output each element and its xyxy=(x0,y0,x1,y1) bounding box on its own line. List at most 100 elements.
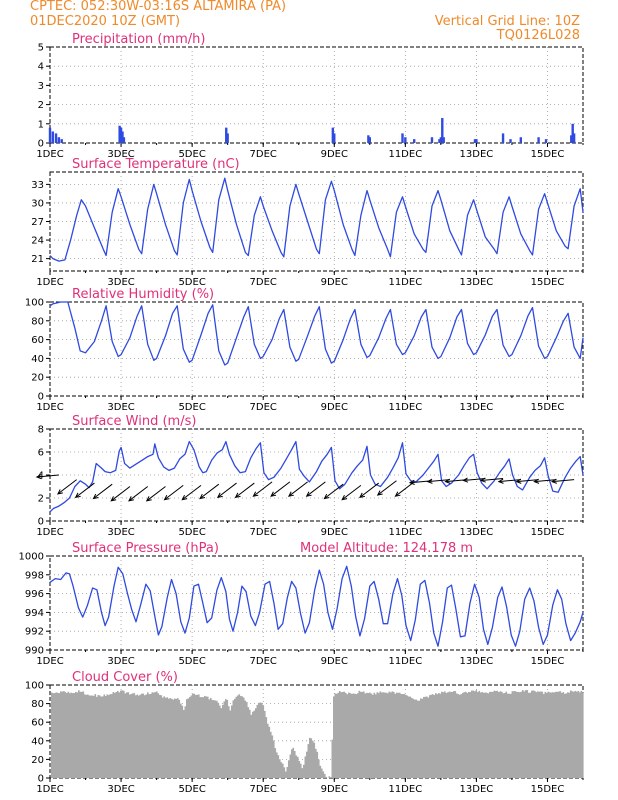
cloud-bar xyxy=(100,696,103,778)
cloud-bar xyxy=(166,697,169,778)
cloud-bar xyxy=(460,694,463,778)
cloud-bar xyxy=(87,694,89,778)
cloud-bar xyxy=(534,690,536,778)
cloud-bar xyxy=(577,691,580,778)
cloud-bar xyxy=(109,694,112,778)
humidity-title: Relative Humidity (%) xyxy=(72,287,214,302)
wind-vector-head xyxy=(394,491,401,497)
cloud-bar xyxy=(358,690,361,778)
cloud-bar xyxy=(178,699,181,778)
cloud-bar xyxy=(469,692,472,778)
cloud-bar xyxy=(264,710,266,778)
cloud-bar xyxy=(280,762,283,778)
cloud-bar xyxy=(339,691,341,778)
cloud-bar xyxy=(79,691,82,778)
cloud-bar xyxy=(475,690,478,778)
humidity-ytick-label: 80 xyxy=(31,316,44,327)
wind-vector xyxy=(270,481,291,497)
cloud-bar xyxy=(571,691,574,778)
cloud-bar xyxy=(390,692,392,778)
cloud-bar xyxy=(106,694,109,778)
humidity-xtick-label: 3DEC xyxy=(107,402,134,413)
cloud-bar xyxy=(289,754,292,778)
precip-bar xyxy=(501,133,505,143)
cloud-xtick-label: 7DEC xyxy=(250,784,277,795)
cloud-bar xyxy=(414,699,416,778)
precip-bar xyxy=(439,137,443,143)
precip-ytick-label: 1 xyxy=(38,119,44,130)
temperature-line xyxy=(49,177,584,262)
cloud-bar xyxy=(142,693,145,778)
cloud-bar xyxy=(556,691,559,778)
cloud-bar xyxy=(279,759,281,778)
pressure-ytick-label: 992 xyxy=(25,627,44,638)
precip-bar xyxy=(537,137,540,143)
wind-vector xyxy=(253,481,273,497)
cloud-bar xyxy=(514,691,517,778)
cloud-bar xyxy=(297,756,299,778)
cloud-bar xyxy=(372,694,374,778)
cloud-bar xyxy=(402,694,404,778)
cloud-bar xyxy=(513,691,515,778)
wind-vector-head xyxy=(252,491,259,497)
cloud-ytick-label: 100 xyxy=(25,681,44,692)
cloud-bar xyxy=(568,692,571,778)
cloud-bar xyxy=(567,692,569,778)
cloud-bar xyxy=(81,691,83,778)
cloud-bar xyxy=(307,744,310,778)
cloud-bar xyxy=(180,703,182,778)
cloud-bar xyxy=(411,697,413,778)
cloud-bar xyxy=(225,699,227,778)
cloud-bar xyxy=(348,692,350,778)
cloud-bar xyxy=(154,692,157,778)
cloud-bar xyxy=(303,764,305,778)
cloud-bar xyxy=(223,701,226,778)
cloud-bar xyxy=(555,691,557,778)
cloud-bar xyxy=(94,694,97,778)
cloud-bar xyxy=(405,694,407,778)
cloud-bar xyxy=(337,692,340,778)
cloud-bar xyxy=(445,692,448,778)
cloud-bar xyxy=(136,694,139,778)
cloud-bar xyxy=(517,691,520,778)
cloud-bar xyxy=(366,692,368,778)
cloud-bar xyxy=(202,697,205,778)
cloud-bar xyxy=(378,693,380,778)
cloud-bar xyxy=(157,693,160,778)
cloud-bar xyxy=(285,771,287,778)
cloud-bar xyxy=(268,726,271,778)
cloud-bar xyxy=(381,692,383,778)
cloud-bar xyxy=(435,693,437,778)
cloud-xtick-label: 15DEC xyxy=(531,784,565,795)
cloud-bar xyxy=(340,692,343,778)
cloud-bar xyxy=(540,691,542,778)
cloud-bar xyxy=(55,692,58,778)
cloud-bar xyxy=(379,691,382,778)
cloud-bar xyxy=(253,710,256,778)
cloud-bar xyxy=(406,695,409,778)
cloud-bar xyxy=(220,708,223,778)
cloud-bar xyxy=(423,696,425,778)
cloud-bar xyxy=(388,691,391,778)
cloud-bar xyxy=(73,693,76,778)
wind-vector xyxy=(235,482,255,498)
wind-vector-head xyxy=(163,494,170,501)
precip-bar xyxy=(473,139,477,143)
cloud-bar xyxy=(295,755,298,778)
wind-xtick-label: 15DEC xyxy=(531,527,565,538)
cloud-bar xyxy=(319,765,322,778)
humidity-xtick-label: 11DEC xyxy=(388,402,422,413)
cloud-bar xyxy=(412,698,415,778)
cloud-bar xyxy=(283,767,286,778)
cloud-bar xyxy=(213,700,215,778)
cloud-bar xyxy=(444,691,446,778)
wind-vector-head xyxy=(462,477,469,483)
cloud-bar xyxy=(424,696,427,778)
pressure-ytick-label: 996 xyxy=(25,589,44,600)
cloud-bar xyxy=(441,691,443,778)
cloud-xtick-label: 13DEC xyxy=(460,784,494,795)
cloud-bar xyxy=(174,698,176,778)
cloud-bar xyxy=(186,699,188,778)
wind-vector xyxy=(75,482,95,498)
wind-vector xyxy=(217,482,237,498)
